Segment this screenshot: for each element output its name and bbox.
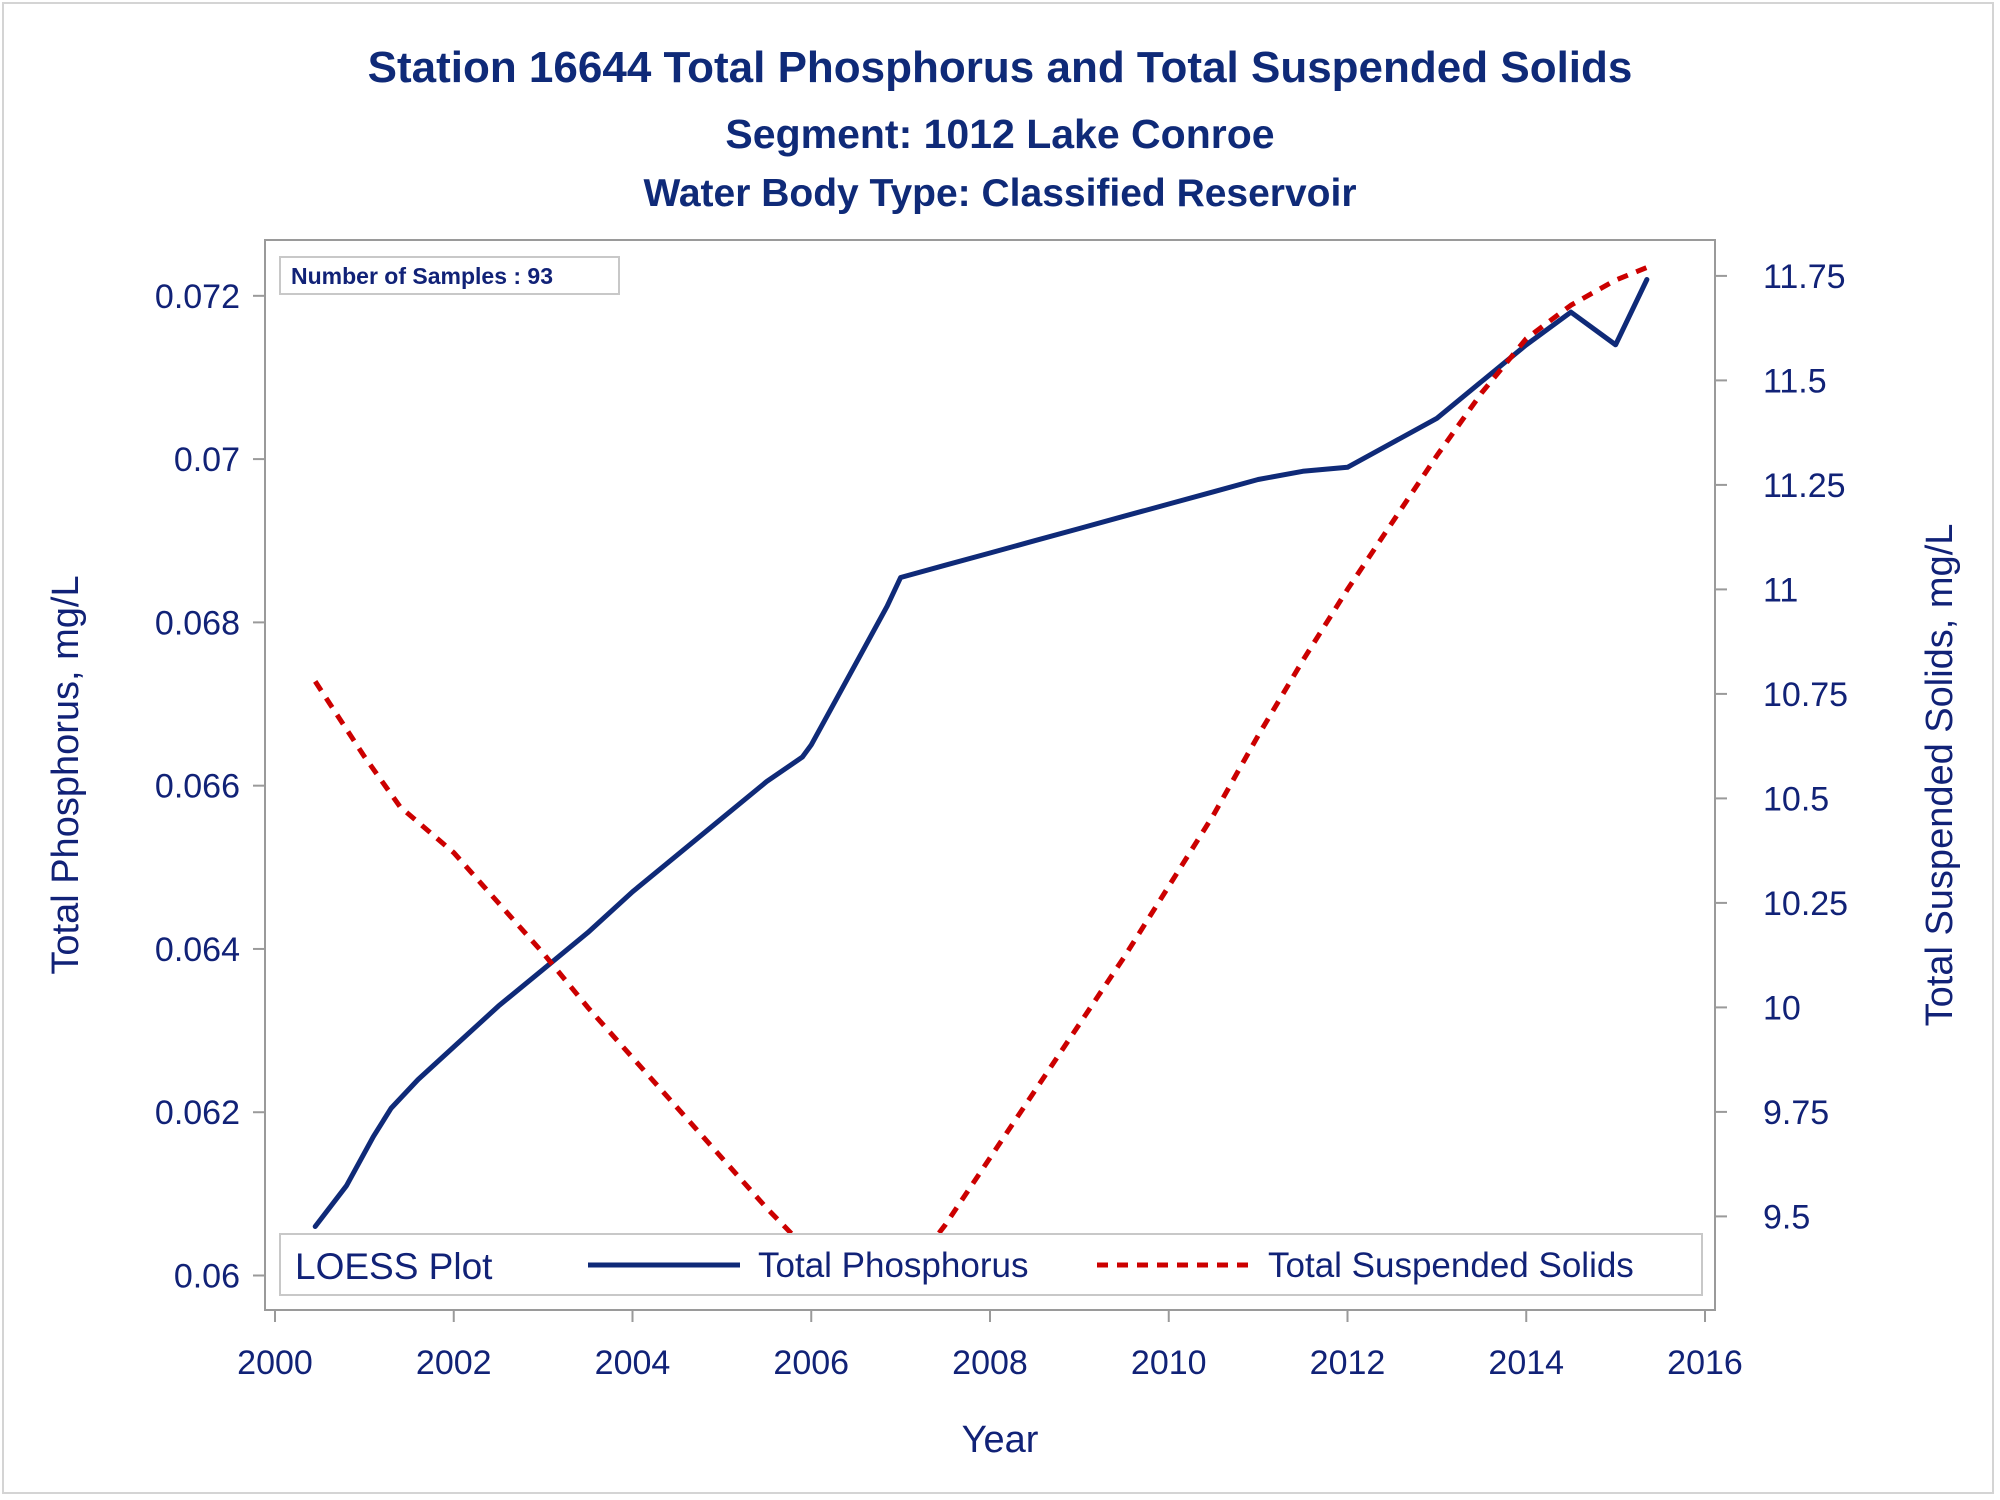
chart-title: Station 16644 Total Phosphorus and Total… [368,43,1633,92]
y-left-tick-label: 0.07 [174,441,240,479]
series-line-total-suspended-solids [313,265,1648,1290]
x-tick-label: 2014 [1488,1344,1564,1382]
y-right-tick-label: 11.5 [1763,362,1827,400]
chart-subtitle-segment: Segment: 1012 Lake Conroe [725,111,1274,157]
y-right-tick-label: 9.75 [1763,1094,1829,1132]
y-axis-left-label: Total Phosphorus, mg/L [45,575,87,974]
y-right-tick-label: 10.25 [1763,885,1848,923]
x-tick-label: 2008 [952,1344,1028,1382]
y-right-tick-label: 11.75 [1763,258,1846,296]
x-axis-label: Year [962,1419,1039,1461]
y-left-tick-label: 0.066 [155,768,240,806]
y-left-tick-label: 0.062 [155,1094,240,1132]
x-tick-label: 2010 [1131,1344,1207,1382]
legend: LOESS Plot Total Phosphorus Total Suspen… [279,1233,1703,1296]
x-tick-label: 2012 [1310,1344,1386,1382]
legend-label-total-phosphorus: Total Phosphorus [758,1246,1028,1285]
y-right-tick-label: 10.5 [1763,780,1829,818]
y-right-tick-label: 10.75 [1763,676,1848,714]
plot-series [312,265,1650,1290]
x-tick-label: 2016 [1667,1344,1743,1382]
x-tick-label: 2000 [237,1344,313,1382]
x-axis: 2000 2002 2004 2006 2008 2010 2012 2014 2016 [237,1310,1743,1382]
y-left-tick-label: 0.072 [155,278,240,316]
x-tick-label: 2004 [595,1344,671,1382]
y-right-tick-label: 11 [1763,571,1798,609]
sample-count-annotation: Number of Samples : 93 [291,263,553,289]
x-tick-label: 2006 [773,1344,849,1382]
legend-box [279,1233,1703,1296]
chart-subtitle-waterbody: Water Body Type: Classified Reservoir [643,172,1356,215]
series-line-total-phosphorus [312,277,1650,1229]
legend-label-total-suspended-solids: Total Suspended Solids [1268,1246,1634,1285]
y-right-tick-label: 10 [1763,989,1801,1027]
y-axis-right-label: Total Suspended Solids, mg/L [1919,524,1961,1027]
y-right-tick-label: 11.25 [1763,467,1846,505]
y-axis-left: 0.06 0.062 0.064 0.066 0.068 0.07 0.072 [155,278,265,1296]
y-left-tick-label: 0.068 [155,604,240,642]
x-tick-label: 2002 [416,1344,492,1382]
y-axis-right: 9.5 9.75 10 10.25 10.5 10.75 11 11.25 11.5 11.75 [1715,258,1848,1236]
legend-title: LOESS Plot [295,1246,493,1287]
plot-area-frame [264,239,1716,1311]
y-right-tick-label: 9.5 [1763,1198,1810,1236]
y-left-tick-label: 0.06 [174,1258,240,1296]
y-left-tick-label: 0.064 [155,931,240,969]
sample-count-box [279,256,620,295]
